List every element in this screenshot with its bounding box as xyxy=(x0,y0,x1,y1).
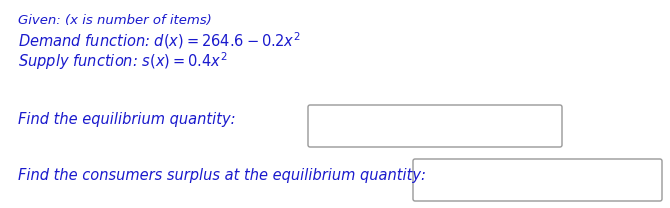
Text: Find the consumers surplus at the equilibrium quantity:: Find the consumers surplus at the equili… xyxy=(18,168,426,183)
Text: Supply function: $s(x) = 0.4x^2$: Supply function: $s(x) = 0.4x^2$ xyxy=(18,50,228,72)
Text: Find the equilibrium quantity:: Find the equilibrium quantity: xyxy=(18,112,235,127)
FancyBboxPatch shape xyxy=(308,105,562,147)
FancyBboxPatch shape xyxy=(413,159,662,201)
Text: Given: (x is number of items): Given: (x is number of items) xyxy=(18,14,212,27)
Text: Demand function: $d(x) = 264.6 - 0.2x^2$: Demand function: $d(x) = 264.6 - 0.2x^2$ xyxy=(18,30,300,51)
